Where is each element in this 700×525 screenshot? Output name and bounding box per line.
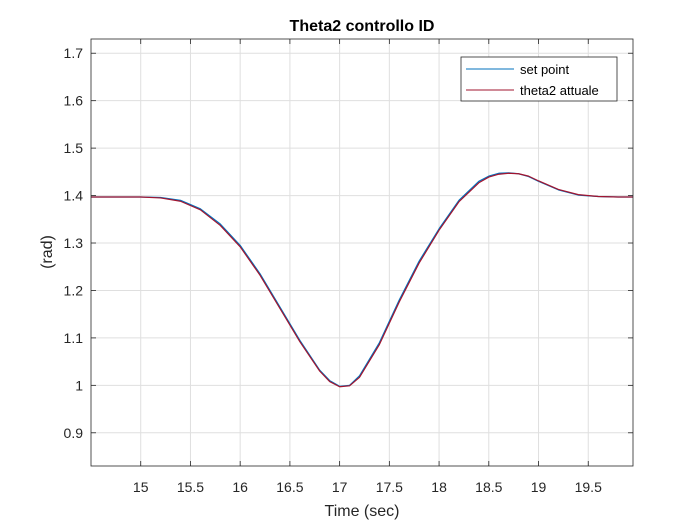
- plot-background: [91, 39, 633, 466]
- series-line-theta2-attuale: [91, 172, 633, 388]
- x-tick-label: 15.5: [177, 479, 204, 495]
- legend-box: [460, 56, 618, 102]
- x-tick-label: 18.5: [475, 479, 502, 495]
- x-tick-label: 16.5: [276, 479, 303, 495]
- series-lines: [91, 172, 633, 388]
- x-tick-label: 16: [232, 479, 248, 495]
- grid: [91, 39, 633, 466]
- chart-title: Theta2 controllo ID: [290, 18, 435, 35]
- y-tick-label: 0.9: [64, 425, 84, 441]
- y-tick-label: 1.5: [64, 140, 84, 156]
- y-tick-label: 1.6: [64, 93, 84, 109]
- legend-label-theta2-attuale: theta2 attuale: [520, 83, 599, 98]
- x-tick-label: 17: [332, 479, 348, 495]
- y-axis-label: (rad): [39, 235, 56, 269]
- legend: set point theta2 attuale: [460, 56, 618, 102]
- x-tick-label: 15: [133, 479, 149, 495]
- y-tick-label: 1.2: [64, 282, 84, 298]
- x-tick-label: 18: [431, 479, 447, 495]
- plot-frame: [90, 38, 634, 467]
- x-axis-label: Time (sec): [325, 503, 400, 520]
- x-tick-label: 19: [531, 479, 547, 495]
- y-tick-label: 1.1: [64, 330, 84, 346]
- y-tick-label: 1: [75, 377, 83, 393]
- y-tick-label: 1.4: [64, 188, 84, 204]
- x-tick-label: 19.5: [575, 479, 602, 495]
- legend-label-set-point: set point: [520, 62, 570, 77]
- y-tick-label: 1.3: [64, 235, 84, 251]
- axis-ticks: 15 15.5 16 16.5 17 17.5 18 18.5 19 19.5 0.9 1 1.1 1.2…: [64, 39, 633, 495]
- y-tick-label: 1.7: [64, 45, 84, 61]
- x-tick-label: 17.5: [376, 479, 403, 495]
